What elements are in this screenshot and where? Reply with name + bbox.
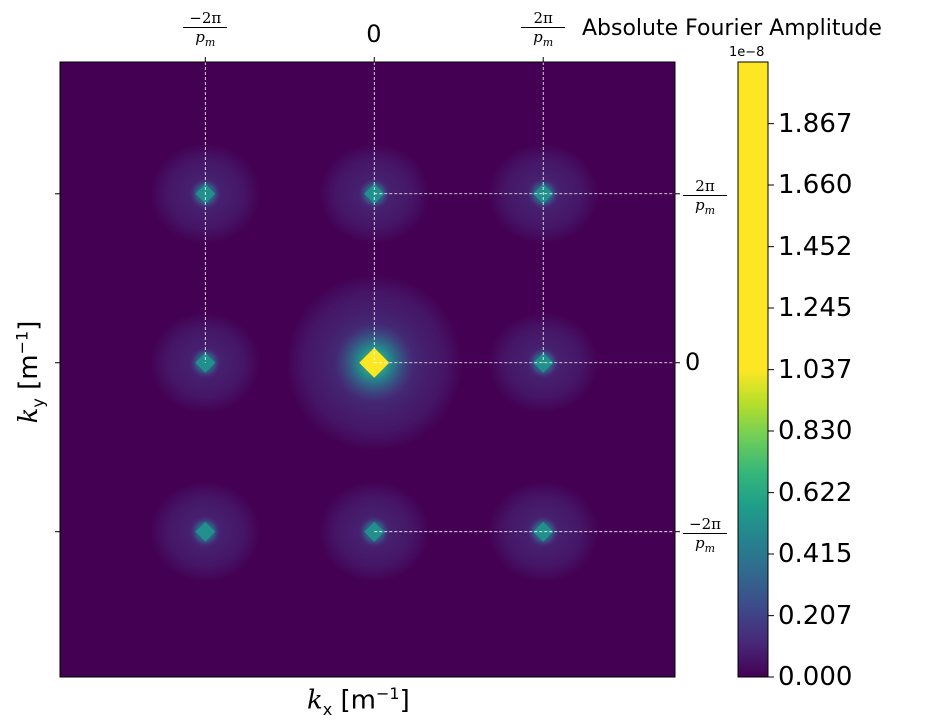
colorbar-tick-label: 0.207 [778,600,853,631]
colorbar-tick-label: 1.452 [778,231,853,262]
tick-denominator: pm [531,29,555,51]
y-axis-label: ky [m−1] [13,321,48,424]
heatmap [60,62,675,677]
fraction-bar [683,194,727,196]
fraction-bar [683,532,727,534]
y-tick-label: 0 [685,347,701,376]
y-tick-label: −2π pm [683,516,727,557]
x-tick-label: 2π pm [521,9,566,51]
tick-numerator: −2π [189,9,222,27]
tick-denominator-symbol: p [195,28,205,46]
chart-title: Absolute Fourier Amplitude [582,16,882,41]
x-axis-unit-close: ] [399,685,410,716]
y-axis-unit-power: −1 [12,330,32,355]
colorbar-tick-label: 0.622 [778,477,853,508]
colorbar-tick-label: 0.415 [778,539,853,569]
y-tick-label: 2π pm [683,178,727,219]
x-axis-label: kx [m−1] [307,684,410,719]
peak-marker [195,521,216,542]
peak-marker [533,521,554,542]
y-axis-symbol: k [14,407,45,424]
fraction-bar [183,27,228,28]
tick-denominator-symbol: p [533,28,543,46]
tick-denominator-subscript: m [704,203,716,217]
tick-denominator: pm [693,535,717,557]
y-axis-unit-close: ] [14,320,45,331]
tick-denominator-symbol: p [694,195,705,214]
x-axis-unit: [m [340,685,376,716]
colorbar-tick-label: 1.037 [778,354,853,385]
x-tick-label: 0 [366,20,382,48]
tick-numerator: 2π [695,176,715,195]
x-axis-symbol: k [307,685,323,716]
colorbar-tick-label: 1.245 [778,293,853,323]
tick-denominator-subscript: m [204,36,216,49]
y-axis-subscript: y [28,398,48,408]
side-peak-8 [488,481,599,582]
plot-frame [59,61,676,678]
x-tick-label: −2π pm [183,9,228,51]
tick-denominator-subscript: m [542,36,554,49]
x-axis-subscript: x [322,699,333,719]
tick-numerator: 2π [533,9,553,27]
y-axis-unit: [m [14,354,45,390]
colorbar-tick-label: 0.000 [778,662,853,692]
colorbar-tick-label: 1.867 [778,108,853,139]
colorbar-gradient [737,61,769,678]
axes-frame [55,57,680,678]
tick-denominator: pm [693,197,717,219]
colorbar-tick-label: 0.830 [778,416,853,446]
tick-numerator: −2π [689,514,721,533]
colorbar-offset-text: 1e−8 [729,45,765,60]
tick-denominator: pm [193,29,217,51]
colorbar [737,61,774,678]
x-axis-unit-power: −1 [375,684,400,703]
grid-lines [204,62,675,533]
fraction-bar [521,27,566,28]
side-peak-6 [150,481,261,582]
tick-denominator-subscript: m [704,541,716,555]
colorbar-tick-label: 1.660 [778,170,853,200]
tick-denominator-symbol: p [694,533,705,552]
